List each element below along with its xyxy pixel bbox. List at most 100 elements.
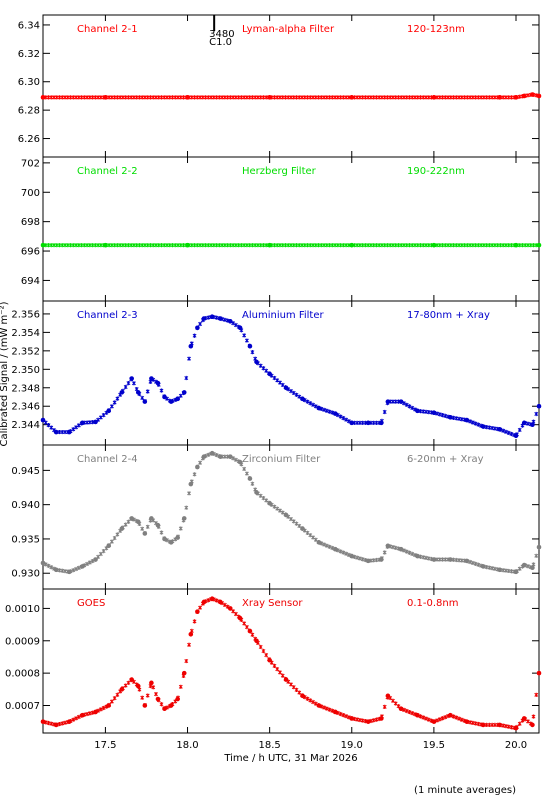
data-point bbox=[278, 380, 282, 385]
data-point bbox=[181, 670, 187, 676]
data-point bbox=[214, 452, 219, 458]
data-point bbox=[272, 375, 277, 381]
data-point bbox=[85, 561, 90, 567]
data-point bbox=[80, 564, 85, 569]
data-point bbox=[431, 410, 437, 415]
data-point bbox=[123, 683, 128, 688]
data-point bbox=[145, 389, 150, 394]
panel-1 bbox=[40, 14, 542, 158]
filter-label: Zirconium Filter bbox=[242, 454, 321, 465]
data-point bbox=[457, 716, 462, 721]
data-point bbox=[195, 609, 200, 614]
data-point bbox=[187, 642, 191, 647]
data-point bbox=[338, 549, 343, 554]
data-point bbox=[521, 420, 527, 426]
data-point bbox=[140, 695, 145, 700]
data-point bbox=[101, 413, 106, 418]
data-point bbox=[464, 719, 470, 724]
data-point bbox=[327, 544, 332, 549]
data-point bbox=[509, 431, 514, 437]
data-point bbox=[487, 425, 492, 430]
y-tick-label: 0.0010 bbox=[5, 604, 40, 615]
series-markers bbox=[40, 314, 542, 439]
data-point bbox=[468, 559, 473, 565]
data-point bbox=[355, 717, 360, 722]
data-point bbox=[126, 519, 131, 524]
data-point bbox=[71, 427, 76, 432]
data-point bbox=[333, 546, 338, 552]
data-point bbox=[421, 715, 426, 720]
data-point bbox=[536, 403, 542, 409]
y-tick-label: 2.354 bbox=[11, 328, 40, 339]
y-tick-label: 6.32 bbox=[18, 49, 40, 60]
data-point bbox=[178, 393, 183, 398]
data-point bbox=[426, 556, 431, 561]
y-tick-label: 0.940 bbox=[11, 500, 40, 511]
data-point bbox=[272, 663, 277, 668]
panel-2 bbox=[40, 156, 542, 302]
data-point bbox=[459, 417, 464, 422]
data-point bbox=[534, 553, 539, 558]
data-point bbox=[129, 376, 134, 381]
data-point bbox=[175, 535, 180, 540]
y-tick-label: 2.352 bbox=[11, 346, 40, 357]
data-point bbox=[184, 505, 189, 510]
data-point bbox=[473, 421, 478, 426]
data-point bbox=[187, 491, 191, 496]
data-point bbox=[258, 644, 263, 650]
panel-3 bbox=[40, 300, 542, 446]
data-point bbox=[355, 555, 360, 560]
data-point bbox=[135, 683, 141, 689]
data-point bbox=[398, 399, 404, 404]
data-point bbox=[63, 720, 67, 725]
data-point bbox=[115, 532, 120, 537]
data-point bbox=[66, 569, 72, 575]
data-point bbox=[349, 95, 355, 100]
data-point bbox=[106, 408, 111, 414]
data-point bbox=[415, 712, 420, 718]
data-point bbox=[497, 95, 502, 100]
data-point bbox=[316, 540, 322, 545]
data-point bbox=[106, 703, 111, 708]
panel-frame bbox=[42, 14, 540, 158]
data-point bbox=[407, 404, 412, 409]
data-point bbox=[338, 414, 343, 419]
data-point bbox=[431, 242, 437, 248]
data-point bbox=[503, 724, 508, 729]
data-point bbox=[233, 611, 238, 617]
data-point bbox=[410, 711, 415, 716]
data-point bbox=[393, 545, 398, 550]
data-point bbox=[360, 557, 365, 562]
data-point bbox=[333, 411, 338, 416]
y-tick-label: 0.0008 bbox=[5, 669, 40, 680]
data-point bbox=[531, 714, 536, 719]
data-point bbox=[129, 677, 134, 682]
data-point bbox=[101, 705, 106, 711]
data-point bbox=[473, 721, 478, 726]
event-marker-class: C1.0 bbox=[209, 37, 232, 48]
data-point bbox=[415, 408, 420, 414]
data-point bbox=[218, 454, 223, 459]
data-point bbox=[308, 533, 313, 538]
data-point bbox=[509, 725, 514, 730]
y-axis-label: Calibrated Signal / (mW m⁻²) bbox=[0, 301, 10, 446]
y-tick-label: 0.945 bbox=[11, 466, 40, 477]
data-point bbox=[154, 692, 158, 697]
data-point bbox=[470, 560, 475, 566]
data-point bbox=[385, 543, 391, 549]
data-point bbox=[278, 508, 282, 513]
data-point bbox=[66, 719, 72, 724]
data-point bbox=[349, 242, 355, 248]
data-point bbox=[87, 560, 92, 565]
x-tick-label: 20.0 bbox=[505, 740, 527, 751]
data-point bbox=[198, 460, 203, 465]
data-point bbox=[305, 696, 310, 701]
data-point bbox=[480, 722, 486, 728]
data-point bbox=[407, 709, 412, 715]
data-point bbox=[365, 420, 371, 426]
data-point bbox=[497, 427, 502, 432]
data-point bbox=[93, 709, 98, 715]
data-point bbox=[454, 715, 459, 720]
data-point bbox=[311, 402, 315, 407]
